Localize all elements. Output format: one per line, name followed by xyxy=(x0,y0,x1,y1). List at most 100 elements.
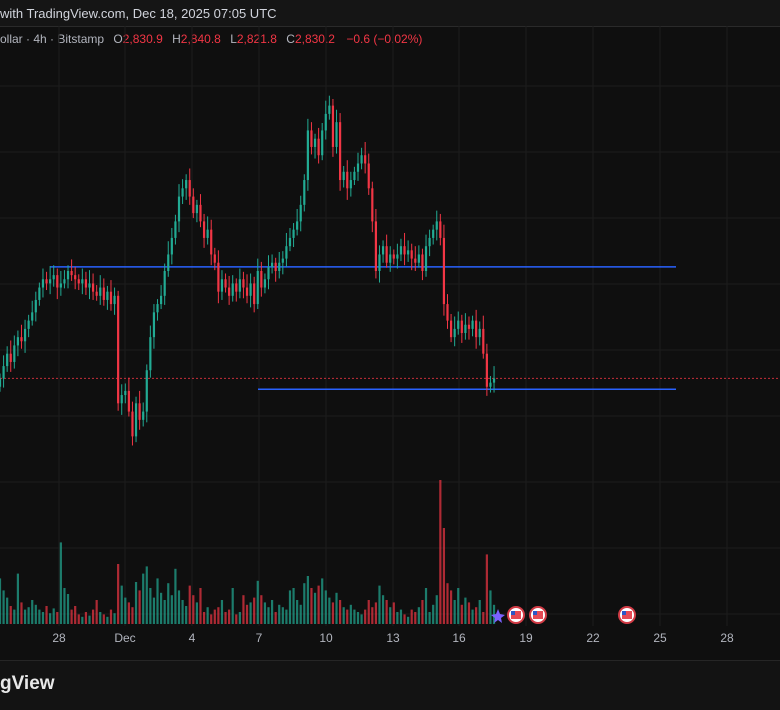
volume-bar xyxy=(242,595,245,624)
volume-bar xyxy=(278,604,281,624)
event-marker-flag xyxy=(533,611,543,619)
volume-bar xyxy=(263,602,267,624)
candle-body xyxy=(489,382,492,387)
candle-body xyxy=(217,262,220,292)
candle-body xyxy=(6,353,9,367)
candle-body xyxy=(66,271,70,280)
candle-body xyxy=(267,266,270,280)
event-marker-icon[interactable] xyxy=(529,606,547,624)
volume-bar xyxy=(467,602,471,624)
volume-bar xyxy=(471,609,474,624)
candlesticks xyxy=(0,95,496,446)
volume-bar xyxy=(127,602,130,624)
volume-bar xyxy=(435,595,438,624)
horizontal-levels[interactable] xyxy=(0,266,780,391)
volume-bar xyxy=(410,609,413,624)
volume-bar xyxy=(417,607,420,624)
candle-body xyxy=(464,324,467,334)
candle-body xyxy=(453,328,456,338)
candle-body xyxy=(27,320,30,329)
ohlc-legend: ollar · 4h · Bitstamp O2,830.9 H2,840.8 … xyxy=(0,32,422,46)
volume-bars xyxy=(0,480,496,624)
candle-body xyxy=(356,163,360,172)
volume-bar xyxy=(403,614,406,624)
volume-bar xyxy=(381,595,385,624)
volume-bar xyxy=(131,607,134,624)
volume-bar xyxy=(102,614,105,624)
candle-body xyxy=(281,258,284,263)
volume-bar xyxy=(249,602,252,624)
candle-body xyxy=(317,138,320,156)
open-value: 2,830.9 xyxy=(122,32,163,46)
candle-body xyxy=(378,254,381,271)
volume-bar xyxy=(281,607,284,624)
candle-body xyxy=(109,291,113,305)
volume-bar xyxy=(399,609,403,624)
candle-body xyxy=(238,279,241,292)
candle-body xyxy=(435,221,438,230)
candle-body xyxy=(328,105,331,114)
candle-body xyxy=(77,279,80,284)
event-marker-icon[interactable] xyxy=(618,606,636,624)
candle-body xyxy=(342,171,345,181)
volume-bar xyxy=(145,566,148,624)
volume-bar xyxy=(49,613,52,624)
candle-body xyxy=(446,304,449,321)
volume-bar xyxy=(59,542,62,624)
volume-bar xyxy=(27,607,30,624)
volume-bar xyxy=(421,600,424,624)
candle-body xyxy=(23,328,27,342)
volume-bar xyxy=(124,597,127,624)
event-markers[interactable] xyxy=(491,606,636,624)
candle-body xyxy=(56,275,59,288)
candle-body xyxy=(195,204,198,214)
candle-body xyxy=(88,283,91,288)
x-tick-label: 22 xyxy=(586,631,600,645)
candle-body xyxy=(185,180,188,189)
candle-body xyxy=(432,229,435,238)
candle-body xyxy=(335,122,338,147)
candle-body xyxy=(260,271,263,288)
candle-body xyxy=(70,271,73,276)
volume-bar xyxy=(213,609,216,624)
candle-body xyxy=(460,320,463,334)
volume-bar xyxy=(70,609,73,624)
volume-bar xyxy=(288,590,292,624)
candle-body xyxy=(421,254,424,271)
volume-bar xyxy=(432,604,435,624)
candle-body xyxy=(213,254,216,263)
header-title: with TradingView.com, Dec 18, 2025 07:05… xyxy=(0,6,277,21)
volume-bar xyxy=(442,528,446,624)
candle-body xyxy=(63,279,66,284)
candle-body xyxy=(288,237,292,247)
candle-body xyxy=(424,246,428,271)
volume-bar xyxy=(439,480,442,624)
symbol-label[interactable]: ollar · 4h · Bitstamp xyxy=(0,32,105,46)
candle-body xyxy=(292,229,295,238)
volume-bar xyxy=(446,583,449,624)
candle-body xyxy=(245,287,249,296)
low-label: L xyxy=(230,32,237,46)
price-chart[interactable]: 28 Dec 4 7 10 13 16 19 22 25 28 xyxy=(0,26,780,660)
close-value: 2,830.2 xyxy=(294,32,335,46)
volume-bar xyxy=(274,612,277,624)
candle-body xyxy=(127,390,130,412)
candle-body xyxy=(235,283,238,292)
volume-bar xyxy=(138,590,141,624)
candle-body xyxy=(471,320,474,329)
volume-bar xyxy=(109,609,113,624)
candle-body xyxy=(457,320,460,329)
candle-body xyxy=(181,188,184,197)
time-axis[interactable]: 28 Dec 4 7 10 13 16 19 22 25 28 xyxy=(52,631,734,645)
event-marker-flag xyxy=(622,611,632,619)
candle-body xyxy=(59,283,62,288)
volume-bar xyxy=(449,590,453,624)
candle-body xyxy=(296,221,299,230)
volume-bar xyxy=(346,609,349,624)
volume-bar xyxy=(349,604,352,624)
event-marker-icon[interactable] xyxy=(507,606,525,624)
volume-bar xyxy=(292,588,295,624)
volume-bar xyxy=(224,612,227,624)
volume-bar xyxy=(56,612,59,624)
volume-bar xyxy=(475,607,478,624)
